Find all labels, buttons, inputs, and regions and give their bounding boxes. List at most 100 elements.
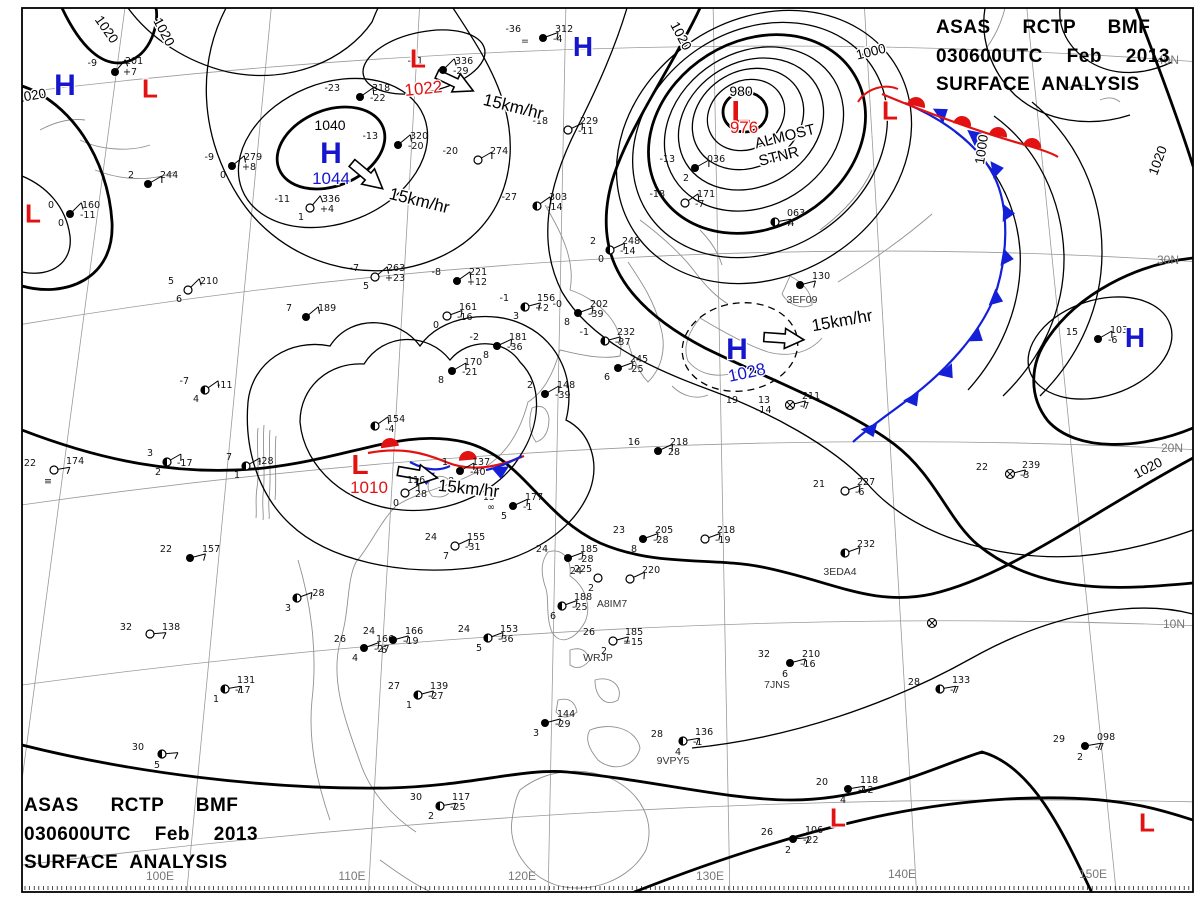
station-circle-overcast: [389, 636, 397, 644]
isobar-thick: [631, 796, 1193, 892]
station-value: 4: [193, 394, 199, 405]
movement-arrow: [347, 158, 384, 190]
station-plot: -11 336+4 1: [274, 194, 340, 223]
station-value: 22: [976, 462, 988, 473]
station-value: 6: [604, 372, 610, 383]
station-value: 6: [550, 611, 556, 622]
station-value: -1: [523, 502, 532, 513]
station-value: 4: [352, 653, 358, 664]
station-plot: 30 117-25 2: [410, 792, 470, 822]
station-value: -16: [800, 659, 816, 670]
cold-front-triangle: [990, 161, 1004, 179]
station-value: 148: [557, 380, 575, 391]
isobar-ring: [615, 9, 913, 285]
center-pressure-value: 1022: [404, 77, 444, 100]
station-plot: 30 5: [132, 742, 179, 771]
station-circle-overcast: [493, 342, 501, 350]
wind-barb-tick: [453, 58, 457, 66]
wind-barb-tick: [409, 134, 412, 142]
isobar-thin: [299, 338, 538, 512]
station-value: 210: [200, 276, 218, 287]
station-value: 103: [1110, 325, 1128, 336]
station-value: 166: [376, 634, 394, 645]
station-value: -12: [858, 785, 874, 796]
station-circle-clear: [370, 272, 380, 282]
station-plot: -7 263+23 5: [350, 263, 406, 292]
station-value: -4: [385, 424, 394, 435]
border-tick-layer: [24, 886, 1190, 890]
station-circle-overcast: [654, 447, 662, 455]
wind-barb-tick: [80, 202, 84, 210]
station-plot: 220: [625, 565, 660, 584]
station-circle-overcast: [786, 659, 794, 667]
station-value: 28: [668, 447, 680, 458]
station-value: 1: [298, 212, 304, 223]
wind-barb-tick: [1023, 469, 1026, 477]
station-circle-clear: [700, 534, 710, 544]
isobar-ring: [647, 33, 867, 235]
station-value: 2: [588, 583, 594, 594]
station-plot: -21 336-29: [407, 56, 473, 77]
station-circle-half-fill: [936, 685, 940, 693]
station-value: 153: [500, 624, 518, 635]
station-value: -13: [659, 154, 675, 165]
wind-barb-tick: [718, 533, 721, 541]
station-value: -28: [653, 535, 669, 546]
station-value: 227: [857, 477, 875, 488]
station-plot: 218-19: [700, 525, 735, 546]
station-value: 303: [549, 192, 567, 203]
station-plot: 22 157: [160, 544, 220, 562]
station-value: 5: [168, 276, 174, 287]
station-value: 30: [132, 742, 144, 753]
station-value: 8: [483, 350, 489, 361]
station-value: 166: [405, 626, 423, 637]
station-circle-clear: [145, 629, 155, 639]
wind-barb-tick: [162, 632, 167, 640]
station-value: 263: [387, 263, 405, 274]
station-plot: 188-25 6: [550, 592, 592, 622]
station-value: 22: [160, 544, 172, 555]
station-value: 157: [202, 544, 220, 555]
station-value: 5: [363, 281, 369, 292]
station-value: 156: [537, 293, 555, 304]
isobar-ring: [631, 21, 889, 259]
ship-callsign: 7JNS: [764, 679, 790, 691]
station-value: 210: [802, 649, 820, 660]
front-speed-label: 15km/hr: [810, 306, 874, 335]
station-value: 336: [322, 194, 340, 205]
high-center-symbol: H: [573, 31, 593, 62]
station-value: +12: [467, 277, 487, 288]
station-value: 22: [24, 458, 36, 469]
graticule-meridian: [22, 8, 126, 784]
station-plot: 3 -17 2: [147, 448, 193, 478]
ship-callsign: 3EDA4: [823, 566, 856, 578]
station-value: 3: [513, 311, 519, 322]
latitude-label: 30N: [1157, 253, 1179, 267]
station-value: -7: [180, 376, 189, 387]
station-plot: 22 239-3: [976, 460, 1040, 481]
station-value: -1: [693, 737, 702, 748]
wind-barb-tick: [460, 310, 463, 318]
station-circle-half-fill: [436, 802, 440, 810]
station-plot: 245-25 6: [604, 354, 648, 383]
wind-barb-tick: [575, 600, 578, 608]
coastline: [39, 119, 176, 179]
station-plot: -9 279+8 0: [205, 152, 263, 181]
wind-barb-tick: [66, 467, 71, 474]
station-value: 30: [410, 792, 422, 803]
coastline: [639, 219, 729, 305]
station-value: 21: [813, 479, 825, 490]
station-circle-overcast: [639, 535, 647, 543]
station-value: -18: [532, 116, 548, 127]
station-plot: -13 036 2: [659, 154, 725, 184]
station-value: 202: [590, 299, 608, 310]
isobar-thin: [983, 8, 1131, 123]
high-center-symbol: H: [726, 333, 748, 366]
wind-barb-tick: [860, 786, 865, 793]
station-value: -27: [501, 192, 517, 203]
station-value: 32: [758, 649, 770, 660]
station-circle-half-fill: [841, 549, 845, 557]
station-value: 036: [707, 154, 725, 165]
